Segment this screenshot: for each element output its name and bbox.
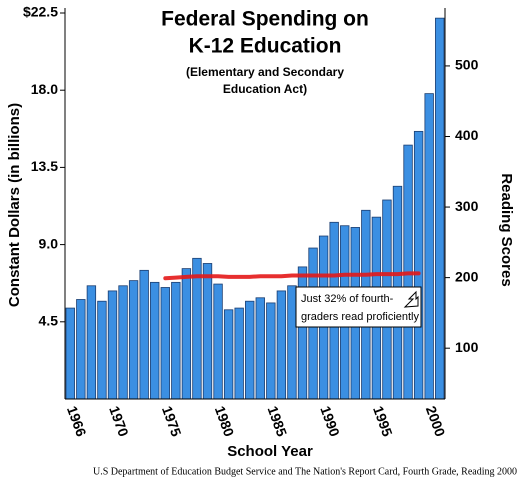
annotation-text: graders read proficiently	[301, 311, 420, 323]
bar	[76, 299, 86, 400]
bar	[181, 268, 192, 400]
bar	[435, 17, 445, 400]
bar	[160, 287, 170, 400]
y-tick-label: 9.0	[39, 235, 59, 251]
bar	[234, 307, 244, 400]
source-note: U.S Department of Education Budget Servi…	[93, 466, 517, 477]
chart-subtitle: (Elementary and Secondary	[186, 65, 344, 79]
bar	[128, 280, 139, 400]
y-tick-label: 18.0	[31, 81, 58, 97]
bar	[245, 300, 255, 400]
y-tick-label: $22.5	[23, 4, 58, 20]
annotation-text: Just 32% of fourth-	[301, 293, 394, 305]
chart-title: Federal Spending on	[161, 8, 369, 31]
bar	[255, 297, 265, 400]
bar	[223, 309, 234, 400]
annotation-box	[295, 286, 422, 328]
y2-tick-label: 100	[455, 339, 479, 355]
bar	[65, 307, 75, 400]
bar	[139, 269, 149, 400]
bar	[287, 285, 297, 400]
bar	[413, 130, 424, 400]
y2-axis-label: Reading Scores	[498, 173, 515, 286]
bar	[276, 290, 287, 400]
bar	[202, 263, 213, 400]
y2-tick-label: 300	[455, 198, 479, 214]
x-axis-label: School Year	[227, 443, 313, 460]
bar	[118, 285, 128, 400]
y-axis-label: Constant Dollars (in billions)	[6, 103, 23, 307]
y-tick-label: 13.5	[31, 158, 58, 174]
y2-tick-label: 200	[455, 268, 479, 284]
annotation: Just 32% of fourth- graders read profici…	[295, 286, 422, 328]
y2-tick-label: 500	[455, 57, 479, 73]
bar	[192, 257, 202, 400]
bar	[150, 281, 160, 400]
chart-title: K-12 Education	[189, 35, 342, 58]
bar	[97, 300, 107, 400]
arrow-icon	[403, 290, 419, 308]
reading-score-line	[163, 271, 421, 281]
y2-tick-label: 400	[455, 127, 479, 143]
bar	[86, 285, 97, 400]
bar	[424, 93, 434, 400]
chart-subtitle: Education Act)	[223, 82, 307, 96]
bar	[266, 302, 276, 400]
bar	[171, 281, 181, 400]
bar	[107, 290, 118, 400]
y-tick-label: 4.5	[39, 313, 59, 329]
bar	[213, 283, 223, 400]
